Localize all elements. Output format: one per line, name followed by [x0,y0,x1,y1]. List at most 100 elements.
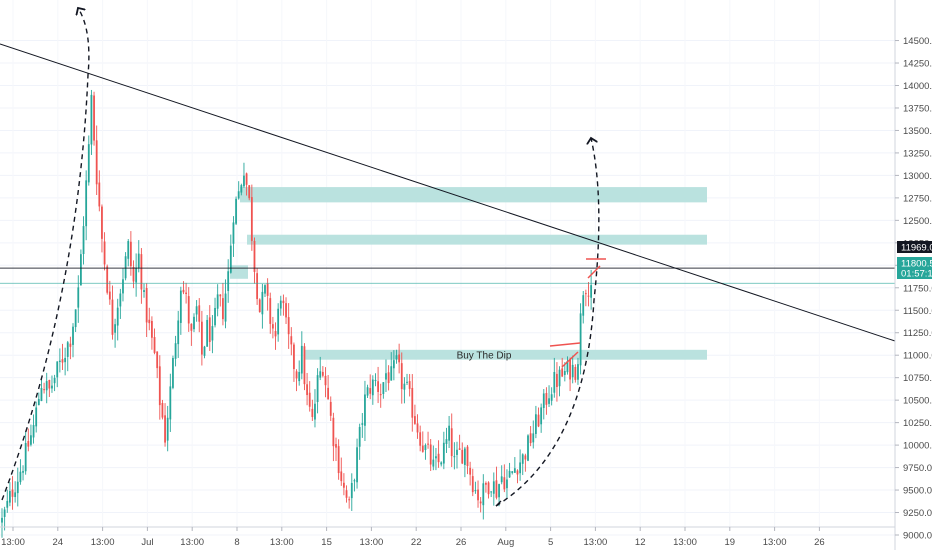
supply-demand-zone[interactable] [240,187,707,203]
arc-start-mark [495,500,502,507]
candle-body [290,336,293,345]
x-tick-label: 13:00 [1,537,25,548]
candle-body [398,354,401,363]
candle-body [500,476,503,483]
candle-body [311,408,314,418]
candle-body [558,369,561,387]
price-axis[interactable]: 9000.0 9250.0 9500.0 9750.0 10000.0 10250.0 10… [895,36,932,542]
candle-body [358,427,361,447]
candle-body [266,283,269,296]
candle-body [58,360,61,362]
candle-body [563,371,566,375]
candle-body [22,471,24,473]
y-tick-label: 11500.0 [903,306,932,317]
top-red-diagonal[interactable] [587,265,601,279]
candle-body [116,307,119,326]
candle-body [114,324,116,333]
candle-body [295,371,298,379]
candle-body [101,206,103,239]
time-axis[interactable]: 13:00 24 13:00 Jul 13:00 8 13:00 15 13:00 22 26 Aug… [1,527,825,548]
candle-body [321,371,324,376]
candle-body [282,300,285,304]
candle-body [172,357,174,388]
candle-body [261,291,264,315]
candle-body [469,467,472,475]
candle-body [461,449,464,464]
candle-body [316,375,319,403]
candle-body [324,375,327,386]
candle-body [542,393,545,408]
candle-body [145,287,148,323]
candle-body [463,448,466,465]
candle-body [506,479,508,489]
candle-body [529,433,532,444]
supply-demand-zone[interactable] [305,349,707,360]
candle-body [350,482,353,499]
candle-body [414,416,416,424]
y-tick-label: 10250.0 [903,418,932,429]
candle-body [369,388,372,394]
candle-body [366,387,369,396]
candle-body [56,361,59,378]
candle-body [335,444,337,448]
y-tick-label: 14250.0 [903,59,932,70]
candle-body [306,384,308,396]
candle-body [545,393,548,405]
candle-body [122,279,124,294]
x-tick-label: 13:00 [360,537,384,548]
candle-body [198,305,201,322]
x-tick-label: 26 [456,537,467,548]
x-tick-label: 5 [548,537,553,548]
candle-body [293,344,295,370]
candle-body [53,377,56,384]
descending-trendline[interactable] [0,43,896,342]
candle-body [479,501,482,504]
candle-body [356,447,358,483]
candle-body [80,254,82,286]
candle-body [151,321,153,338]
candle-body [69,343,72,347]
candle-body [379,394,382,396]
candle-body [556,373,558,388]
candle-body [37,399,40,406]
candle-body [95,140,98,185]
candle-body [553,372,556,393]
candle-body [174,343,177,359]
trend-red-line[interactable] [561,351,579,368]
candle-body [195,306,198,315]
candle-body [337,446,340,474]
candle-body [161,403,164,418]
candle-body [229,245,232,273]
candle-body [248,185,251,199]
resistance-red-line[interactable] [549,342,581,347]
supply-demand-zone[interactable] [230,265,248,279]
annotation-layer [1,8,606,507]
candle-body [258,299,261,313]
candle-body [298,371,301,382]
y-tick-label: 13000.0 [903,171,932,182]
candle-body [132,266,135,282]
y-tick-label: 10500.0 [903,396,932,407]
candle-body [45,381,48,391]
price-badge-label: 11969.0 [901,243,932,254]
candle-body [179,290,182,323]
candle-body [164,415,166,443]
x-tick-label: 19 [725,537,736,548]
zone-label: Buy The Dip [457,350,512,361]
candle-body [182,289,185,293]
candle-body [492,481,495,494]
projection-arc-right[interactable] [495,138,600,507]
candle-body [327,387,330,400]
candle-body [135,267,138,283]
supply-demand-zone[interactable] [247,234,707,245]
candle-body [85,180,88,227]
candle-body [153,337,156,353]
candle-body [211,326,214,341]
candle-body [340,471,343,482]
candle-body [187,296,190,324]
candle-body [571,364,574,378]
candle-body [277,308,280,335]
candle-body [148,319,151,324]
